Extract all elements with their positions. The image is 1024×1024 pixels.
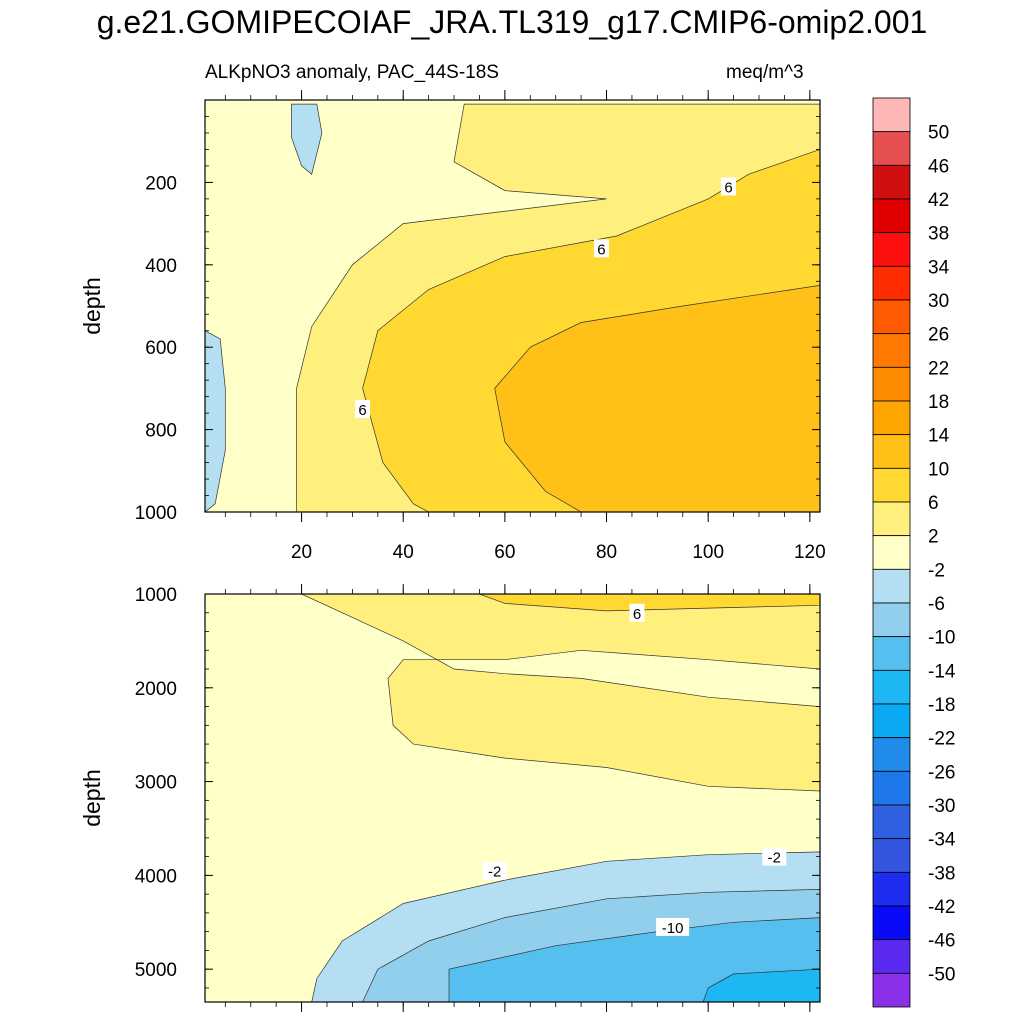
colorbar-label: 26 (928, 325, 949, 346)
contour-label: 6 (633, 606, 641, 623)
contour-region (702, 968, 820, 1002)
colorbar-label: 30 (928, 291, 949, 312)
colorbar-swatch (872, 770, 911, 806)
contour-label: 6 (597, 241, 605, 258)
y-tick-label: 5000 (135, 960, 177, 981)
colorbar-label: -34 (928, 830, 956, 851)
colorbar-label: 38 (928, 224, 949, 245)
y-tick-label: 2000 (135, 679, 177, 700)
contour-label: 6 (358, 402, 366, 419)
colorbar-swatch (872, 400, 911, 436)
contour-label-bg (656, 917, 690, 936)
contour-region (301, 594, 820, 792)
contour-label: -2 (488, 864, 501, 881)
colorbar-swatch (872, 501, 911, 537)
colorbar-label: 50 (928, 123, 949, 144)
contour-region (205, 330, 226, 512)
contour-region (479, 594, 820, 612)
contour-label-bg (629, 603, 645, 622)
contour-label-bg (482, 861, 507, 880)
x-tick-label: 40 (393, 542, 414, 563)
colorbar-label: -46 (928, 931, 955, 952)
colorbar-label: 34 (928, 257, 950, 278)
x-tick-label: 80 (596, 542, 617, 563)
y-tick-label: 1000 (135, 503, 177, 524)
colorbar-label: 6 (928, 493, 939, 514)
colorbar-swatch (872, 838, 911, 873)
colorbar-swatch (872, 669, 911, 705)
y-tick-label: 1000 (135, 585, 177, 606)
contour-label-bg (593, 239, 609, 258)
colorbar-swatch (872, 131, 911, 166)
colorbar-swatch (872, 703, 911, 739)
y-tick-label: 400 (145, 256, 177, 277)
chart-units: meq/m^3 (726, 62, 804, 83)
colorbar-swatch (872, 97, 911, 133)
colorbar-swatch (872, 871, 911, 907)
colorbar-swatch (872, 636, 911, 671)
contour-label-bg (355, 400, 371, 418)
y-tick-label: 4000 (135, 866, 177, 887)
colorbar-swatch (872, 737, 911, 772)
colorbar-label: 10 (928, 459, 949, 480)
contour-region (291, 103, 323, 175)
colorbar-label: -42 (928, 897, 955, 918)
colorbar-swatch (872, 804, 911, 840)
colorbar-label: 2 (928, 527, 939, 548)
colorbar-swatch (872, 265, 911, 301)
colorbar-label: -18 (928, 695, 955, 716)
colorbar-label: -10 (928, 628, 955, 649)
colorbar-label: -22 (928, 729, 955, 750)
colorbar-swatch (872, 366, 911, 402)
y-axis-label: depth (79, 769, 105, 827)
contour-label-bg (762, 847, 787, 866)
plot-frame (204, 99, 821, 513)
colorbar-swatch (872, 299, 911, 335)
colorbar-swatch (872, 164, 911, 200)
colorbar-label: 46 (928, 156, 949, 177)
plot-frame (204, 593, 821, 1003)
colorbar-label: -6 (928, 594, 945, 615)
colorbar-swatch (872, 535, 911, 570)
x-tick-label: 100 (692, 542, 724, 563)
colorbar-swatch (872, 198, 911, 234)
colorbar-label: 18 (928, 392, 949, 413)
colorbar-swatch (872, 939, 911, 974)
colorbar-swatch (872, 333, 911, 368)
colorbar-swatch (872, 467, 911, 503)
y-axis-label: depth (79, 277, 105, 335)
contour-label-bg (721, 177, 737, 196)
contour-label: -2 (768, 850, 781, 867)
colorbar-label: -38 (928, 863, 955, 884)
chart-title: g.e21.GOMIPECOIAF_JRA.TL319_g17.CMIP6-om… (96, 4, 928, 40)
y-tick-label: 3000 (135, 773, 177, 794)
x-tick-label: 20 (291, 542, 312, 563)
colorbar-swatch (872, 568, 911, 604)
contour-region (494, 285, 820, 512)
x-tick-label: 120 (794, 542, 826, 563)
x-tick-label: 60 (494, 542, 515, 563)
colorbar-swatch (872, 434, 911, 469)
colorbar-swatch (872, 972, 911, 1008)
colorbar-swatch (872, 602, 911, 638)
colorbar-label: 14 (928, 426, 950, 447)
colorbar-label: -14 (928, 661, 956, 682)
chart-subtitle: ALKpNO3 anomaly, PAC_44S-18S (205, 62, 499, 83)
y-tick-label: 800 (145, 421, 177, 442)
colorbar-label: 42 (928, 190, 949, 211)
colorbar-label: -50 (928, 964, 955, 985)
y-tick-label: 600 (145, 338, 177, 359)
colorbar-swatch (872, 232, 911, 267)
contour-label: -10 (662, 920, 684, 937)
colorbar-label: -26 (928, 762, 955, 783)
colorbar-label: 22 (928, 358, 949, 379)
colorbar-swatch (872, 905, 911, 941)
colorbar-label: -2 (928, 560, 945, 581)
colorbar-label: -30 (928, 796, 955, 817)
contour-label: 6 (724, 180, 732, 197)
y-tick-label: 200 (145, 173, 177, 194)
